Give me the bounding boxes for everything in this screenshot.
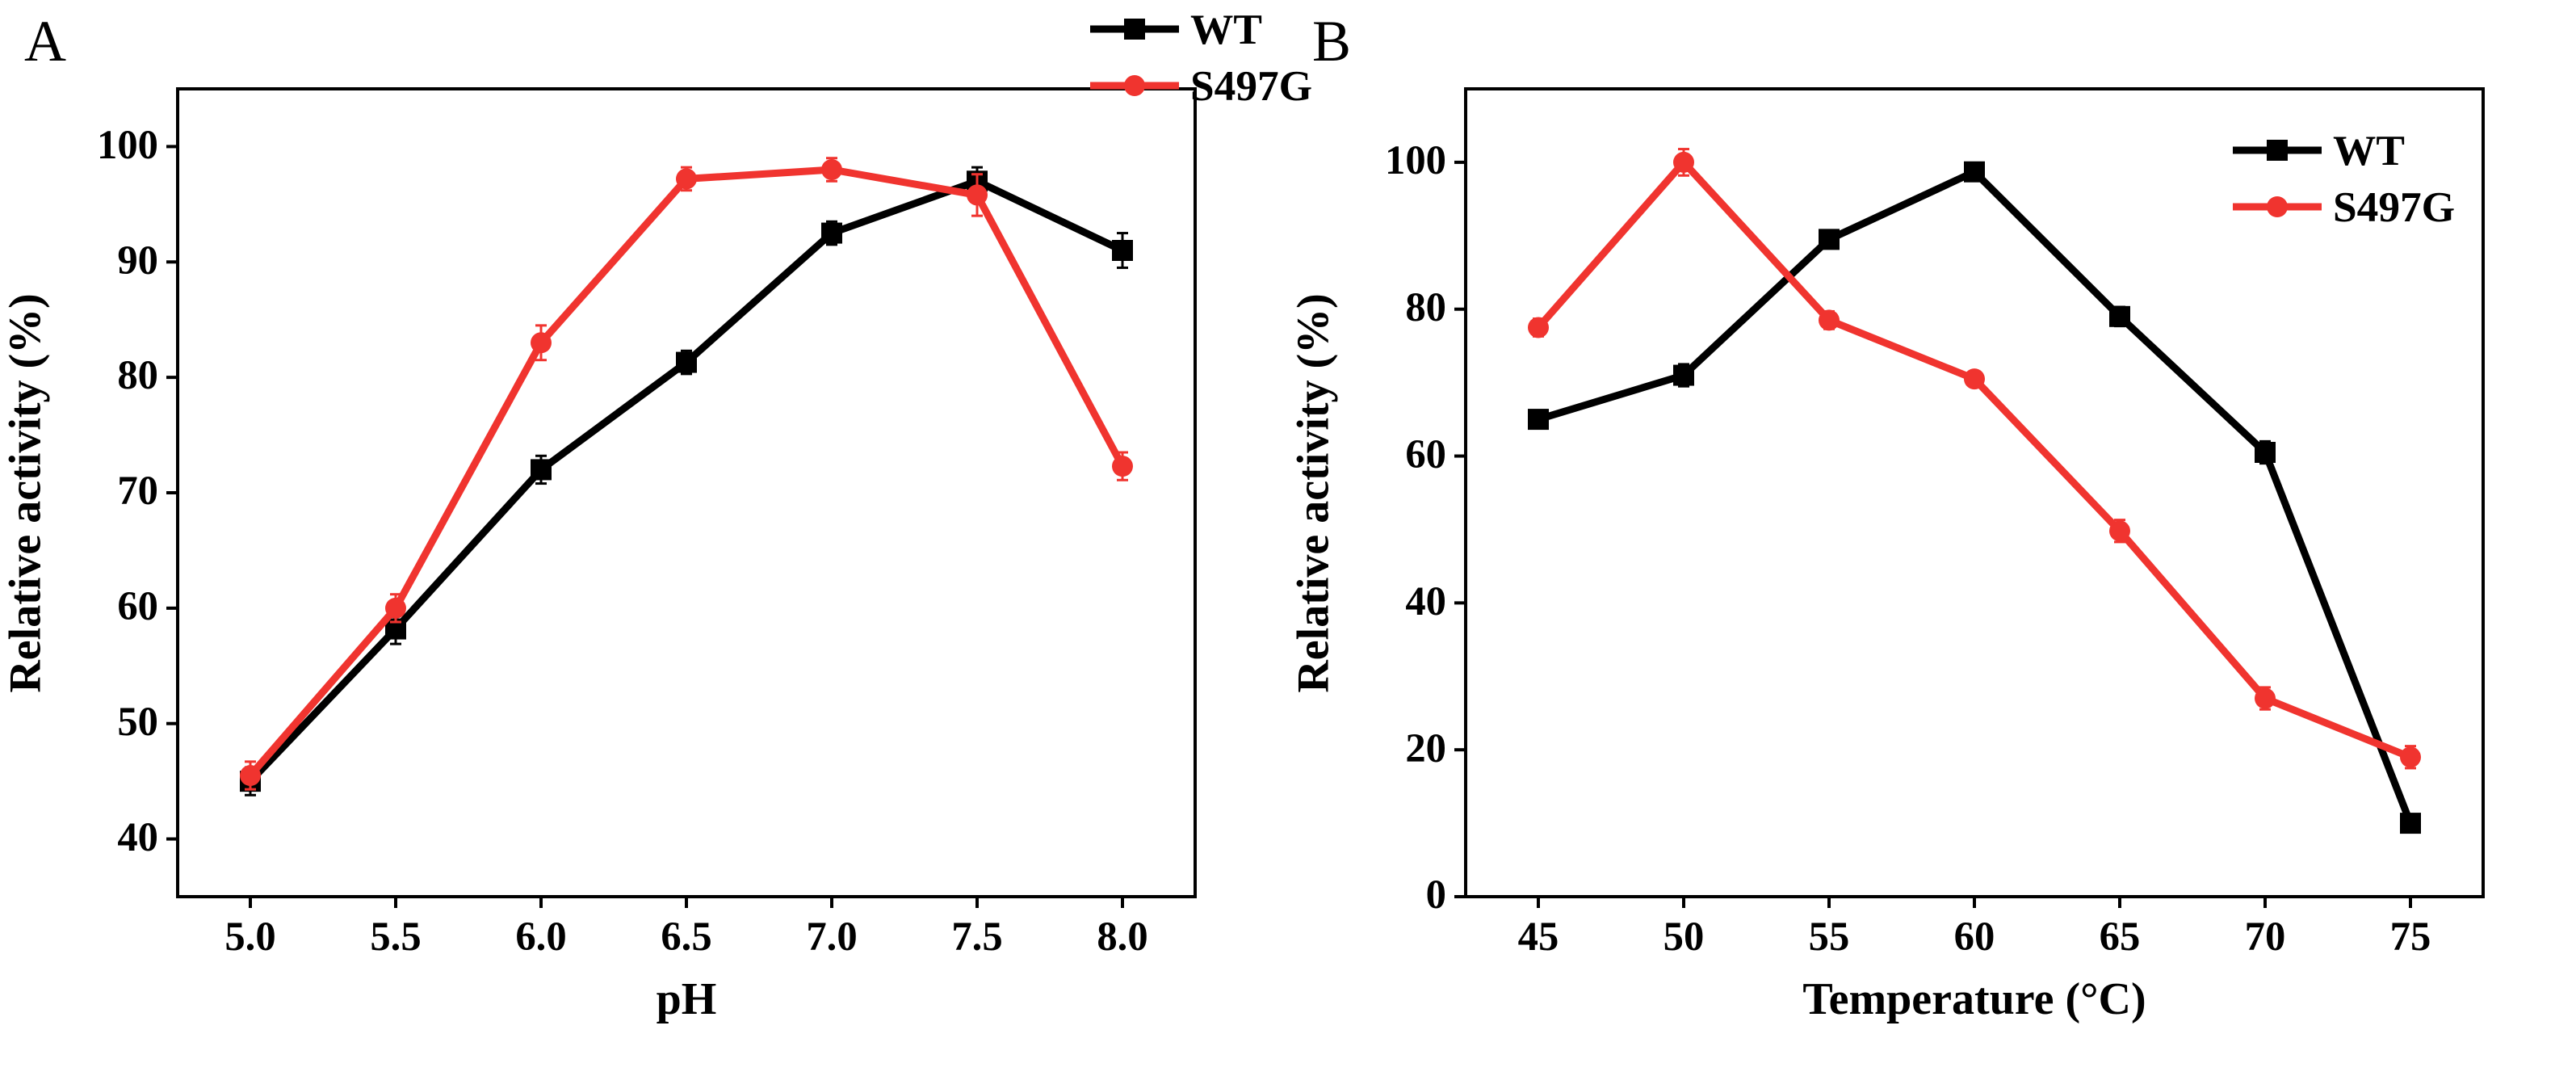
series-marker-wt [1528,409,1549,430]
x-tick-label: 45 [1482,913,1595,960]
panel-b: B45505560657075020406080100Temperature (… [1288,0,2576,1076]
series-marker-wt [531,459,552,480]
series-marker-s497g [676,168,697,189]
y-tick-label: 20 [1349,725,1446,771]
series-marker-wt [676,352,697,373]
series-marker-s497g [1964,368,1985,389]
legend-swatch [1090,72,1179,99]
series-marker-wt [1964,162,1985,183]
x-tick-label: 5.0 [194,913,307,960]
series-line-wt [1538,172,2410,823]
y-tick-label: 100 [1349,137,1446,183]
y-tick-label: 40 [1349,578,1446,624]
x-tick-label: 75 [2354,913,2467,960]
figure-root: A5.05.56.06.57.07.58.0405060708090100pHR… [0,0,2576,1076]
x-tick-label: 7.0 [775,913,888,960]
legend-label: S497G [2333,182,2455,232]
y-tick-label: 50 [61,698,158,745]
series-marker-s497g [240,765,261,786]
y-tick-label: 80 [1349,284,1446,330]
series-marker-wt [2255,442,2276,463]
y-tick-label: 100 [61,121,158,168]
series-marker-wt [2109,306,2130,327]
legend: WT S497G [2233,125,2455,238]
x-axis-title: pH [178,973,1195,1025]
chart-svg [178,89,1195,897]
x-tick-label: 70 [2209,913,2322,960]
series-marker-wt [1673,365,1694,386]
series-marker-wt [2400,813,2421,834]
y-tick-label: 0 [1349,871,1446,918]
legend-swatch [2233,193,2322,221]
panel-label: A [24,8,66,75]
x-tick-label: 5.5 [339,913,452,960]
x-tick-label: 50 [1627,913,1740,960]
series-line-s497g [1538,162,2410,757]
legend-swatch [1090,15,1179,43]
series-marker-s497g [2255,688,2276,709]
legend-item: WT [2233,125,2455,175]
series-marker-s497g [1528,317,1549,338]
y-axis-title: Relative activity (%) [0,89,58,897]
series-marker-s497g [1112,456,1133,477]
series-marker-wt [1819,229,1840,250]
plot-area: 45505560657075020406080100Temperature (°… [1466,89,2483,897]
legend-label: WT [2333,125,2405,175]
panel-a: A5.05.56.06.57.07.58.0405060708090100pHR… [0,0,1288,1076]
plot-area: 5.05.56.06.57.07.58.0405060708090100pHRe… [178,89,1195,897]
series-marker-s497g [385,598,406,619]
x-axis-title: Temperature (°C) [1466,973,2483,1025]
y-tick-label: 70 [61,467,158,514]
x-tick-label: 65 [2063,913,2176,960]
x-tick-label: 6.5 [630,913,743,960]
legend: WT S497G [1090,4,1312,117]
series-line-wt [250,181,1122,781]
series-marker-s497g [1819,309,1840,330]
legend-item: WT [1090,4,1312,54]
x-tick-label: 8.0 [1066,913,1179,960]
y-tick-label: 90 [61,237,158,284]
y-tick-label: 40 [61,813,158,860]
legend-label: WT [1190,4,1262,54]
series-line-s497g [250,170,1122,775]
legend-swatch [2233,137,2322,164]
x-tick-label: 60 [1918,913,2031,960]
series-marker-s497g [531,332,552,353]
series-marker-wt [1112,240,1133,261]
y-tick-label: 80 [61,351,158,398]
y-axis-title: Relative activity (%) [1288,89,1347,897]
series-marker-s497g [2400,746,2421,767]
legend-item: S497G [1090,61,1312,111]
legend-item: S497G [2233,182,2455,232]
x-tick-label: 6.0 [485,913,598,960]
series-marker-s497g [967,184,988,205]
y-tick-label: 60 [1349,431,1446,477]
series-marker-s497g [1673,152,1694,173]
x-tick-label: 7.5 [921,913,1034,960]
y-tick-label: 60 [61,582,158,629]
x-tick-label: 55 [1773,913,1886,960]
series-marker-wt [821,223,842,244]
panel-label: B [1312,8,1351,75]
series-marker-s497g [821,159,842,180]
series-marker-s497g [2109,520,2130,541]
